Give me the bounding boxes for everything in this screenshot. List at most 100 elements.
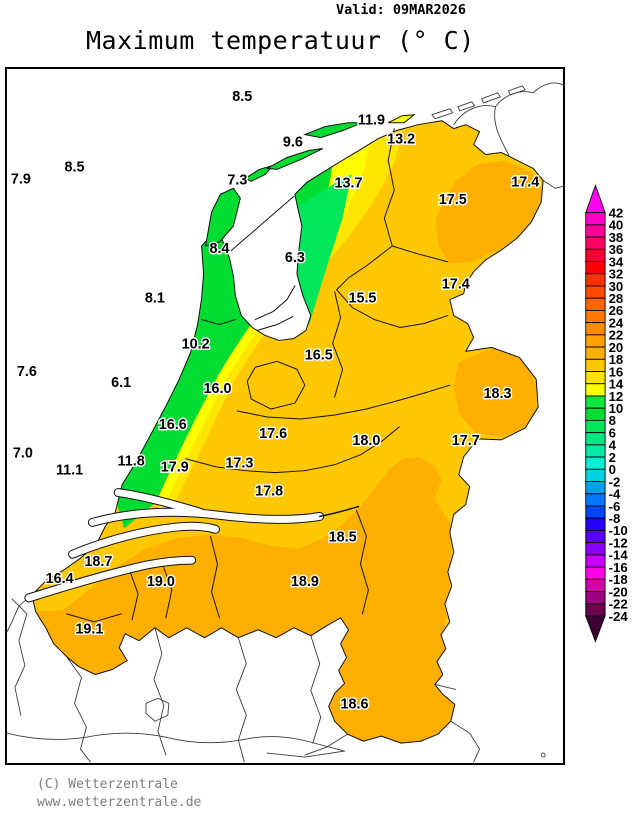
- station-value: 9.6: [283, 135, 303, 151]
- station-value: 17.4: [442, 277, 470, 293]
- colorbar-bands: [585, 184, 606, 643]
- svg-text:30: 30: [609, 279, 624, 294]
- svg-text:-2: -2: [609, 474, 621, 489]
- belgium-province-outlines: [7, 594, 546, 763]
- svg-text:-20: -20: [609, 584, 628, 599]
- svg-text:8: 8: [609, 413, 616, 428]
- station-value: 17.4: [511, 174, 539, 190]
- station-value: 13.2: [387, 132, 415, 148]
- attribution: (C) Wetterzentrale www.wetterzentrale.de: [37, 776, 201, 812]
- station-value: 6.3: [285, 250, 305, 266]
- svg-text:-22: -22: [609, 597, 628, 612]
- band-deep-yellow: [161, 130, 405, 517]
- island-ameland: [303, 122, 363, 139]
- svg-text:42: 42: [609, 205, 624, 220]
- island-terschelling: [265, 148, 323, 170]
- svg-text:-14: -14: [609, 548, 629, 563]
- svg-text:36: 36: [609, 242, 624, 257]
- temperature-colorbar: 424038363432302826242220181614121086420-…: [585, 184, 629, 643]
- valid-datetime-label: Valid: 09MAR2026: [336, 2, 467, 18]
- svg-text:-6: -6: [609, 499, 621, 514]
- station-values: 8.5 11.9 9.6 13.2 8.5 7.9 7.3 17.4 13.7 17.5 8.4 6.…: [10, 87, 541, 713]
- svg-text:40: 40: [609, 218, 624, 233]
- station-value: 18.0: [352, 433, 380, 449]
- station-value: 10.2: [182, 336, 210, 352]
- station-value: 18.9: [291, 574, 319, 590]
- svg-text:18: 18: [609, 352, 624, 367]
- svg-text:28: 28: [609, 291, 624, 306]
- station-value: 16.4: [46, 571, 74, 587]
- svg-text:26: 26: [609, 303, 624, 318]
- svg-text:-8: -8: [609, 511, 621, 526]
- website-line: www.wetterzentrale.de: [37, 795, 202, 810]
- station-value: 8.5: [232, 89, 252, 105]
- svg-text:34: 34: [609, 254, 624, 269]
- svg-text:4: 4: [609, 438, 617, 453]
- svg-text:38: 38: [609, 230, 624, 245]
- station-value: 11.1: [56, 463, 83, 479]
- svg-text:0: 0: [609, 462, 616, 477]
- svg-text:32: 32: [609, 267, 624, 282]
- station-value: 18.3: [483, 386, 511, 402]
- station-value: 18.7: [84, 554, 112, 570]
- station-value: 13.7: [335, 175, 363, 191]
- station-value: 6.1: [111, 375, 131, 391]
- station-value: 17.7: [452, 433, 480, 449]
- station-value: 7.9: [11, 171, 31, 187]
- svg-text:-24: -24: [609, 609, 629, 624]
- station-value: 8.5: [65, 159, 85, 175]
- province-borders: [66, 128, 451, 623]
- station-value: 8.1: [145, 291, 165, 307]
- station-value: 7.0: [13, 446, 33, 462]
- svg-text:16: 16: [609, 364, 624, 379]
- band-orange-east: [453, 347, 538, 437]
- station-value: 18.6: [341, 696, 369, 712]
- station-value: 11.9: [358, 113, 385, 129]
- colorbar-tick-labels: 424038363432302826242220181614121086420-…: [609, 205, 629, 623]
- afsluitdijk-and-polders: [226, 195, 296, 331]
- band-green-light: [291, 174, 352, 336]
- station-value: 7.6: [17, 364, 37, 380]
- netherlands-temperature-map: 8.5 11.9 9.6 13.2 8.5 7.9 7.3 17.4 13.7 17.5 8.4 6.…: [7, 82, 563, 763]
- station-value: 19.1: [75, 622, 103, 638]
- svg-text:6: 6: [609, 425, 616, 440]
- svg-text:-12: -12: [609, 535, 628, 550]
- island-schiermonnikoog: [388, 114, 416, 124]
- station-value: 17.6: [259, 426, 287, 442]
- station-value: 8.4: [209, 241, 229, 257]
- svg-text:22: 22: [609, 328, 624, 343]
- station-value: 11.8: [118, 454, 145, 470]
- page-title: Maximum temperatuur (° C): [86, 26, 475, 55]
- band-orange-south: [31, 456, 466, 744]
- svg-text:24: 24: [609, 315, 624, 330]
- svg-text:-10: -10: [609, 523, 628, 538]
- station-value: 17.9: [161, 460, 189, 476]
- island-vlieland: [244, 164, 275, 182]
- delta-waterways: [24, 488, 360, 603]
- svg-text:10: 10: [609, 401, 624, 416]
- svg-text:14: 14: [609, 377, 624, 392]
- svg-text:-16: -16: [609, 560, 628, 575]
- station-value: 7.3: [227, 172, 247, 188]
- svg-text:12: 12: [609, 389, 624, 404]
- wadden-islands: [204, 114, 416, 247]
- station-value: 18.5: [329, 529, 357, 545]
- station-value: 16.5: [305, 347, 333, 363]
- svg-text:20: 20: [609, 340, 624, 355]
- station-value: 19.0: [147, 574, 175, 590]
- station-value: 16.6: [159, 417, 187, 433]
- station-value: 15.5: [348, 291, 376, 307]
- station-value: 17.8: [255, 484, 283, 500]
- island-texel: [204, 187, 241, 247]
- station-value: 17.5: [439, 192, 467, 208]
- station-value: 17.3: [225, 456, 253, 472]
- svg-text:-18: -18: [609, 572, 628, 587]
- map-frame: 8.5 11.9 9.6 13.2 8.5 7.9 7.3 17.4 13.7 17.5 8.4 6.…: [5, 67, 565, 765]
- band-orange-northeast: [435, 160, 544, 264]
- svg-text:2: 2: [609, 450, 616, 465]
- svg-text:-4: -4: [609, 487, 621, 502]
- station-value: 16.0: [203, 381, 231, 397]
- landmass-outline: [31, 120, 544, 744]
- copyright-line: (C) Wetterzentrale: [37, 777, 178, 792]
